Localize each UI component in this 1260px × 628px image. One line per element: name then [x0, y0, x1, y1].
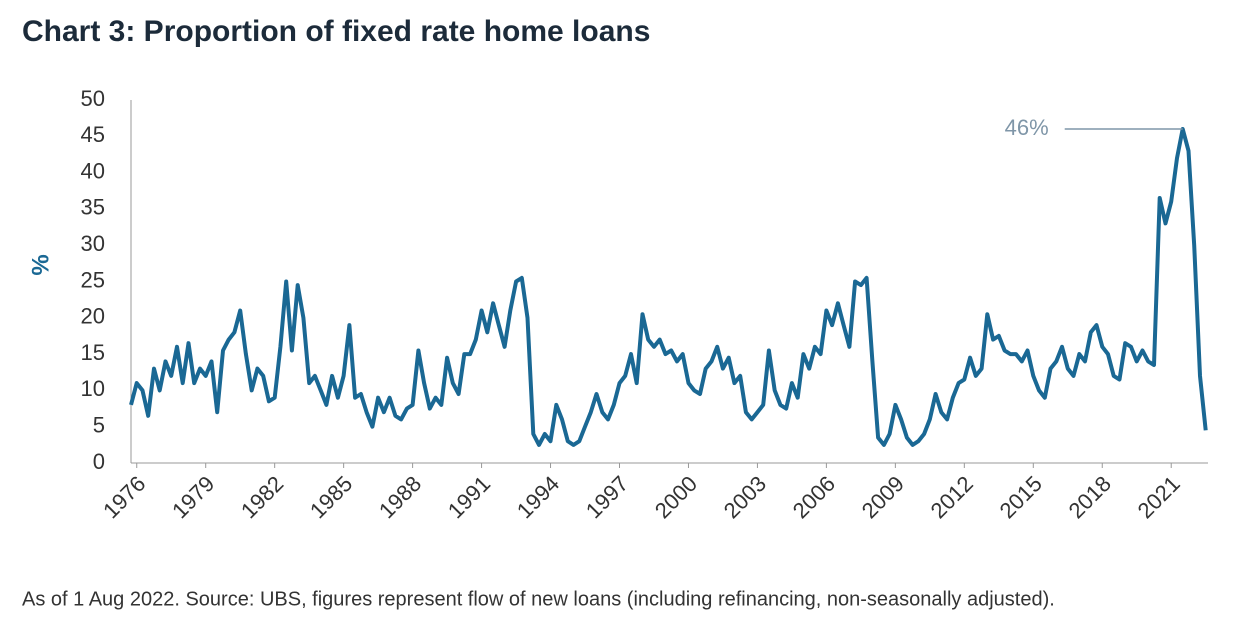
x-tick-label: 1979	[167, 471, 219, 523]
x-tick-label: 1988	[374, 471, 426, 523]
chart-title: Chart 3: Proportion of fixed rate home l…	[22, 15, 650, 48]
x-tick-label: 2015	[995, 471, 1047, 523]
x-tick-label: 1985	[305, 471, 357, 523]
annotation-label: 46%	[1005, 115, 1049, 140]
y-tick-label: 5	[93, 413, 105, 438]
y-tick-label: 15	[81, 340, 105, 365]
y-tick-label: 10	[81, 376, 105, 401]
y-tick-label: 25	[81, 267, 105, 292]
x-tick-label: 1982	[236, 471, 288, 523]
y-tick-label: 0	[93, 449, 105, 474]
x-tick-label: 2009	[857, 471, 909, 523]
y-tick-label: 30	[81, 231, 105, 256]
x-tick-label: 1976	[98, 471, 150, 523]
y-tick-label: 40	[81, 158, 105, 183]
x-tick-label: 1997	[581, 471, 633, 523]
x-tick-label: 2006	[788, 471, 840, 523]
x-tick-label: 2021	[1133, 471, 1185, 523]
y-tick-label: 45	[81, 122, 105, 147]
x-tick-label: 2018	[1064, 471, 1116, 523]
x-tick-label: 2003	[719, 471, 771, 523]
x-tick-label: 2000	[650, 471, 702, 523]
y-tick-label: 50	[81, 86, 105, 111]
x-tick-label: 1994	[512, 471, 564, 523]
data-line	[129, 127, 1208, 447]
footnote: As of 1 Aug 2022. Source: UBS, figures r…	[22, 588, 1055, 610]
y-tick-label: 35	[81, 195, 105, 220]
y-tick-label: 20	[81, 304, 105, 329]
x-tick-label: 2012	[926, 471, 978, 523]
y-axis-label: %	[27, 254, 54, 275]
x-tick-label: 1991	[443, 471, 495, 523]
